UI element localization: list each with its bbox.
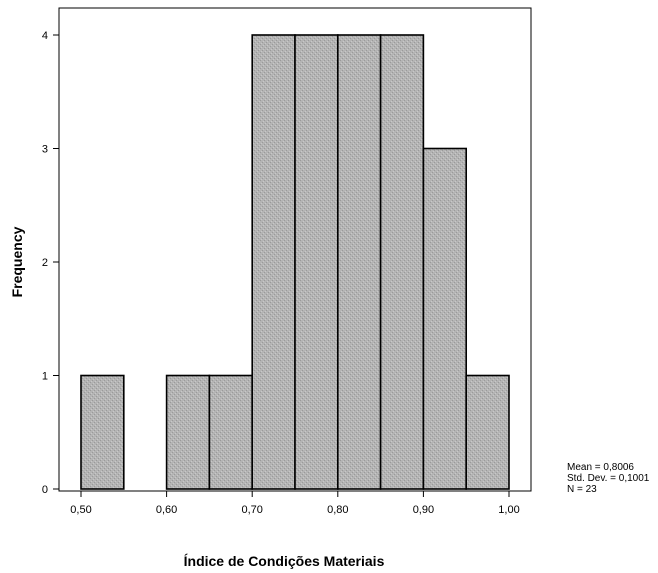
histogram-bar-8 [379, 34, 425, 490]
x-tick-label: 0,90 [413, 504, 434, 516]
y-tick-label: 2 [42, 257, 48, 269]
plot-frame [58, 7, 532, 492]
stats-std-dev: Std. Dev. = 0,1001 [567, 473, 650, 484]
y-tick-label: 0 [42, 484, 48, 496]
stats-mean: Mean = 0,8006 [567, 462, 634, 473]
stats-n: N = 23 [567, 484, 597, 495]
x-tick-label: 1,00 [498, 504, 519, 516]
histogram-bar-4 [208, 374, 253, 490]
x-tick-label: 0,50 [70, 504, 91, 516]
histogram-bar-6 [294, 34, 339, 490]
x-axis-title: Índice de Condições Materiais [184, 553, 385, 569]
y-tick-label: 4 [42, 30, 48, 42]
y-axis-title: Frequency [9, 226, 25, 297]
histogram-bar-3 [165, 374, 211, 490]
histogram-bar-9 [422, 147, 467, 490]
x-tick-label: 0,60 [156, 504, 177, 516]
histogram-bar-1 [80, 374, 125, 490]
x-axis: 0,50 0,60 0,70 0,80 0,90 1,00 [70, 491, 520, 516]
histogram-bar-5 [251, 34, 296, 490]
bars-layer [80, 34, 510, 490]
statistics-legend: Mean = 0,8006 Std. Dev. = 0,1001 N = 23 [567, 462, 650, 495]
histogram-bar-10 [465, 374, 510, 490]
y-axis: 0 1 2 3 4 [42, 30, 59, 496]
x-tick-label: 0,80 [327, 504, 348, 516]
histogram-bar-7 [336, 34, 382, 490]
y-tick-label: 3 [42, 144, 48, 156]
y-tick-label: 1 [42, 371, 48, 383]
x-tick-label: 0,70 [241, 504, 262, 516]
